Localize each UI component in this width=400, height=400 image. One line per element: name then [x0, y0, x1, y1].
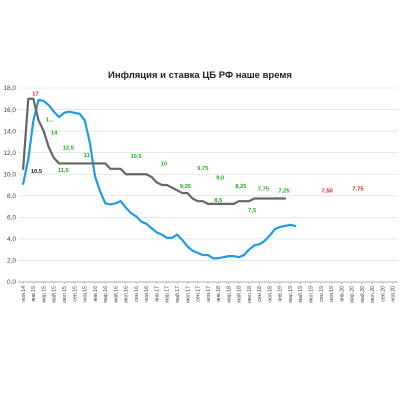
- x-tick-label: янв.19: [278, 286, 284, 302]
- x-tick-label: мар.19: [288, 286, 294, 303]
- x-tick-label: ноя.20: [391, 286, 397, 302]
- data-label: 10,5: [31, 169, 43, 175]
- x-tick-label: сен.20: [380, 286, 386, 302]
- y-tick-label: 8,0: [7, 193, 16, 200]
- x-tick-label: сен.17: [196, 286, 202, 302]
- y-tick-labels: 0,0 2,0 4,0 6,0 8,0 10,0 12,0 14,0 16,0 18,0: [3, 85, 16, 286]
- x-tick-label: июл.20: [370, 286, 376, 303]
- data-label: 17: [32, 92, 38, 98]
- y-tick-label: 16,0: [3, 107, 16, 114]
- data-label: 8,25: [235, 184, 247, 190]
- y-tick-label: 10,0: [3, 171, 16, 178]
- x-tick-label: сен.18: [257, 286, 263, 302]
- x-tick-label: мар.16: [103, 286, 109, 303]
- x-tick-label: сен.16: [134, 286, 140, 302]
- data-label: 14: [51, 130, 58, 136]
- key-rate-line: [22, 97, 287, 205]
- data-label: 9,0: [216, 176, 224, 182]
- x-tick-label: июл.17: [185, 286, 191, 303]
- x-tick-label: янв.20: [339, 286, 345, 302]
- x-tick-label: сен.15: [72, 286, 78, 302]
- data-label: 10,5: [130, 154, 142, 160]
- x-tick-label: ноя.19: [329, 286, 335, 302]
- y-tick-label: 4,0: [7, 236, 16, 243]
- inflation-line: [22, 98, 297, 260]
- data-label: 11,5: [58, 168, 70, 174]
- x-tick-label: май.18: [236, 286, 243, 303]
- y-tick-label: 12,0: [3, 150, 16, 157]
- data-label: 12,5: [63, 145, 75, 151]
- data-label: 1...: [46, 117, 54, 123]
- data-label: 9,75: [197, 166, 209, 172]
- x-tick-label: май.20: [359, 286, 366, 303]
- data-label: 7,75: [258, 186, 270, 192]
- series-lines: [22, 97, 297, 260]
- x-tick-label: янв.17: [154, 286, 160, 302]
- x-tick-label: янв.18: [216, 286, 222, 302]
- x-tick-label: мар.15: [41, 286, 47, 303]
- x-tick-label: ноя.18: [267, 286, 273, 302]
- x-tick-label: май.15: [51, 286, 58, 303]
- y-tick-label: 18,0: [3, 85, 16, 92]
- data-label: 9,25: [180, 184, 192, 190]
- y-tick-label: 2,0: [7, 258, 16, 265]
- x-tick-label: май.16: [112, 286, 119, 303]
- chart-title: Инфляция и ставка ЦБ РФ наше время: [108, 70, 292, 81]
- x-tick-label: май.17: [174, 286, 181, 303]
- data-label: 10: [161, 162, 167, 168]
- y-tick-label: 14,0: [3, 128, 16, 135]
- x-tick-label: мар.17: [165, 286, 171, 303]
- x-tick-label: май.19: [297, 286, 304, 303]
- x-tick-label: ноя.17: [206, 286, 212, 302]
- x-tick-label: янв.15: [31, 286, 37, 302]
- y-tick-label: 0,0: [7, 279, 16, 286]
- x-tick-labels: ноя.14 янв.15 мар.15 май.15 июл.15 сен.15 ноя.…: [21, 286, 397, 303]
- x-tick-label: мар.20: [350, 286, 356, 303]
- x-tick-label: июл.18: [247, 286, 253, 303]
- annotations: 10,5 17 1... 14 12,5 11,5 11 10,5 10 9,75 9,25 9,0 8…: [31, 92, 365, 214]
- x-tick-label: ноя.14: [21, 286, 27, 302]
- data-label: 11: [84, 153, 91, 159]
- x-tick-label: мар.18: [226, 286, 232, 303]
- data-label: 8,5: [214, 198, 223, 204]
- data-label: 7,5: [248, 208, 257, 214]
- x-tick-label: ноя.16: [144, 286, 150, 302]
- data-label: 7,25: [278, 189, 290, 195]
- x-tick-label: ноя.15: [83, 286, 89, 302]
- x-tick-label: янв.16: [93, 286, 99, 302]
- data-label: 7,75: [352, 186, 364, 192]
- x-tick-label: июл.15: [62, 286, 68, 303]
- data-label: 7,50: [321, 189, 332, 195]
- x-tick-label: июл.19: [309, 286, 315, 303]
- grid: [18, 87, 398, 284]
- x-tick-label: сен.19: [319, 286, 325, 302]
- x-tick-label: июл.16: [124, 286, 130, 303]
- y-tick-label: 6,0: [7, 215, 16, 222]
